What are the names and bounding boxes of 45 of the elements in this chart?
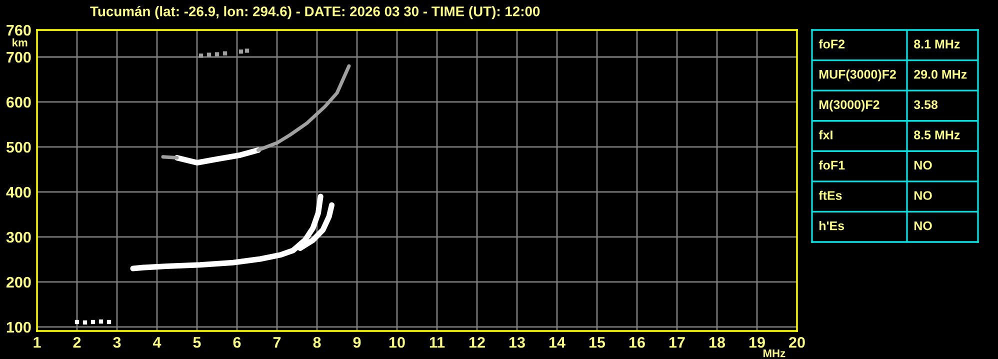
x-tick-label: 6 [233,336,241,348]
text: 29.0 MHz [914,70,967,79]
x-tick-label: 17 [669,337,685,348]
x-tick-label: 16 [629,336,645,348]
chart-title: Tucumán (lat: -26.9, lon: 294.6) - DATE: 2026 03 30 - TIME (UT): 12:00 [90,6,540,20]
text: ftEs [818,190,842,200]
x-tick-label: 1 [34,337,41,348]
y-tick-label: 600 [6,96,31,108]
x-tick-label: 20 [789,336,805,348]
text: 8.5 MHz [914,130,960,140]
x-tick-label: 5 [193,337,201,348]
text: NO [914,160,932,170]
text: M(3000)F2 [819,100,880,112]
x-tick-label: 15 [589,337,606,348]
x-tick-label: 10 [389,336,405,348]
x-tick-label: 9 [353,336,361,348]
text: foF1 [818,160,845,170]
x-tick-label: 14 [549,337,566,348]
x-tick-label: 8 [313,336,321,348]
text: h'Es [820,221,844,230]
text: NO [914,191,932,200]
y-tick-label: 300 [6,232,31,243]
x-tick-label: 18 [709,336,726,348]
y-tick-label: 500 [6,142,31,153]
y-axis-title: km [12,38,28,46]
y-tick-label: 200 [6,276,31,288]
text: MUF(3000)F2 [819,70,896,82]
text: NO [914,221,932,230]
text: 8.1 MHz [914,40,960,48]
y-tick-label: 700 [6,52,31,63]
x-tick-label: 19 [749,336,765,348]
x-axis-title: MHz [764,349,786,358]
x-tick-label: 7 [273,337,281,348]
x-tick-label: 12 [469,336,485,348]
x-tick-label: 13 [509,336,525,348]
text: foF2 [818,39,845,48]
y-tick-label: 760 [6,24,31,36]
text: fxI [818,130,832,140]
x-tick-label: 11 [430,337,445,348]
y-tick-label: 400 [6,186,31,198]
x-tick-label: 2 [73,336,81,348]
y-tick-label: 100 [6,322,31,333]
text: 3.58 [914,100,938,110]
x-tick-label: 3 [113,336,121,348]
x-tick-label: 4 [152,337,162,348]
